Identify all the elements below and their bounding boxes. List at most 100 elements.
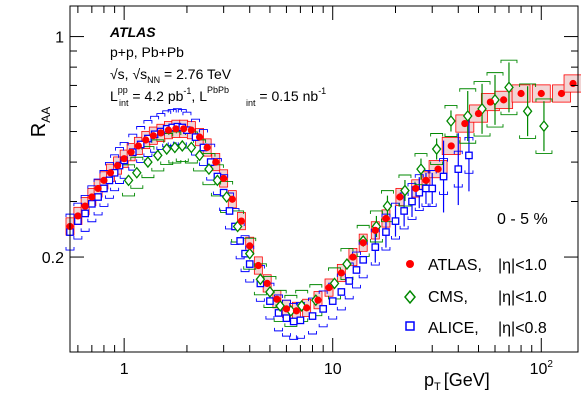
cms-syst-bracket: [519, 83, 537, 87]
alice-syst-bracket: [198, 162, 208, 166]
alice-syst-bracket: [110, 154, 120, 158]
alice-syst-bracket: [295, 335, 305, 339]
cms-point: [342, 258, 352, 271]
svg-text:RAA: RAA: [28, 107, 53, 137]
atlas-point: [273, 295, 281, 303]
legend-label-cms: CMS,: [428, 289, 468, 306]
atlas-point: [246, 242, 254, 250]
atlas-point: [537, 89, 545, 98]
cms-point: [539, 120, 549, 133]
alice-syst-bracket: [80, 228, 90, 232]
cms-syst-bracket: [473, 81, 491, 85]
cms-syst-bracket: [398, 174, 412, 179]
atlas-point: [180, 125, 188, 133]
alice-point: [308, 312, 317, 320]
cms-point: [152, 149, 163, 162]
cms-point: [143, 156, 153, 169]
alice-point: [400, 207, 408, 215]
cms-point: [275, 299, 286, 312]
cms-point: [161, 142, 172, 156]
cms-syst-bracket: [500, 59, 518, 64]
atlas-point: [88, 193, 96, 201]
legend-item-alice: ALICE, |η|<0.8: [405, 320, 547, 337]
atlas-point: [220, 174, 228, 183]
x-axis-title-unit: [GeV]: [444, 370, 490, 390]
atlas-point: [337, 269, 345, 277]
alice-syst-bracket: [421, 203, 431, 207]
alice-syst-bracket: [318, 323, 328, 328]
cms-syst-bracket: [328, 267, 341, 271]
alice-point: [282, 314, 291, 323]
cms-syst-bracket: [220, 181, 234, 185]
alice-point: [296, 316, 305, 325]
atlas-point: [203, 143, 211, 152]
alice-point: [422, 184, 430, 193]
alice-syst-bracket: [318, 290, 328, 294]
alice-syst-bracket: [104, 161, 114, 166]
cms-syst-bracket: [444, 133, 458, 137]
alice-point: [439, 172, 448, 181]
cms-syst-bracket: [151, 139, 165, 143]
experiment-label: ATLAS: [109, 24, 156, 40]
cms-point: [131, 166, 142, 179]
x-tick-label: 10: [324, 361, 342, 378]
legend-item-atlas: ATLAS, |η|<1.0: [406, 257, 547, 274]
cms-point: [265, 285, 275, 299]
alice-point: [266, 297, 274, 305]
atlas-point: [254, 261, 262, 270]
atlas-point: [157, 129, 165, 137]
alice-point: [352, 266, 361, 274]
energy-label: √s, √sNN = 2.76 TeV: [110, 66, 232, 85]
x-tick-label: 1: [120, 361, 129, 378]
atlas-point: [113, 161, 122, 170]
cms-syst-bracket: [430, 133, 444, 137]
cms-point: [194, 149, 205, 162]
legend-cut-alice: |η|<0.8: [498, 320, 547, 337]
atlas-point: [314, 296, 322, 304]
cms-point: [504, 81, 514, 94]
alice-syst-bracket: [265, 316, 275, 320]
alice-syst-bracket: [427, 203, 437, 207]
alice-syst-bracket: [399, 225, 409, 230]
cms-syst-bracket: [459, 140, 477, 144]
cms-syst-bracket: [193, 167, 207, 172]
alice-syst-bracket: [370, 262, 380, 266]
alice-syst-bracket: [191, 118, 201, 123]
atlas-point: [134, 142, 142, 150]
atlas-point: [164, 126, 173, 134]
legend-item-cms: CMS, |η|<1.0: [404, 289, 547, 306]
atlas-point: [195, 133, 204, 141]
legend-marker-atlas: [406, 260, 414, 268]
alice-point: [289, 317, 298, 326]
cms-syst-bracket: [473, 133, 491, 137]
y-axis-title: RAA: [28, 107, 53, 137]
alice-syst-bracket: [281, 333, 291, 337]
alice-point: [465, 151, 473, 160]
legend-label-atlas: ATLAS,: [428, 257, 482, 274]
alice-syst-bracket: [119, 141, 129, 146]
atlas-point: [106, 169, 115, 177]
atlas-point: [81, 202, 89, 210]
systems-label: p+p, Pb+Pb: [110, 44, 184, 60]
atlas-point: [282, 305, 291, 313]
cms-point: [170, 141, 180, 154]
cms-syst-bracket: [130, 156, 144, 161]
cms-point: [244, 247, 255, 260]
atlas-point: [127, 148, 135, 156]
atlas-point: [569, 79, 577, 88]
cms-point: [382, 200, 393, 213]
alice-syst-bracket: [336, 306, 346, 311]
atlas-point: [434, 165, 442, 173]
luminosity-label: Lpp int = 4.2 pb-1, LPbPbint = 0.15 nb-1: [110, 85, 326, 108]
alice-point: [87, 199, 96, 208]
legend: ATLAS, |η|<1.0 CMS, |η|<1.0 ALICE, |η|<0…: [404, 257, 547, 337]
atlas-point: [349, 253, 357, 261]
alice-syst-bracket: [143, 153, 153, 157]
atlas-point: [303, 304, 311, 312]
cms-syst-bracket: [369, 210, 383, 214]
atlas-point: [142, 136, 150, 144]
alice-syst-bracket: [182, 111, 192, 116]
alice-point: [81, 209, 89, 218]
y-tick-label: 1: [55, 30, 64, 47]
cms-syst-bracket: [486, 124, 504, 128]
